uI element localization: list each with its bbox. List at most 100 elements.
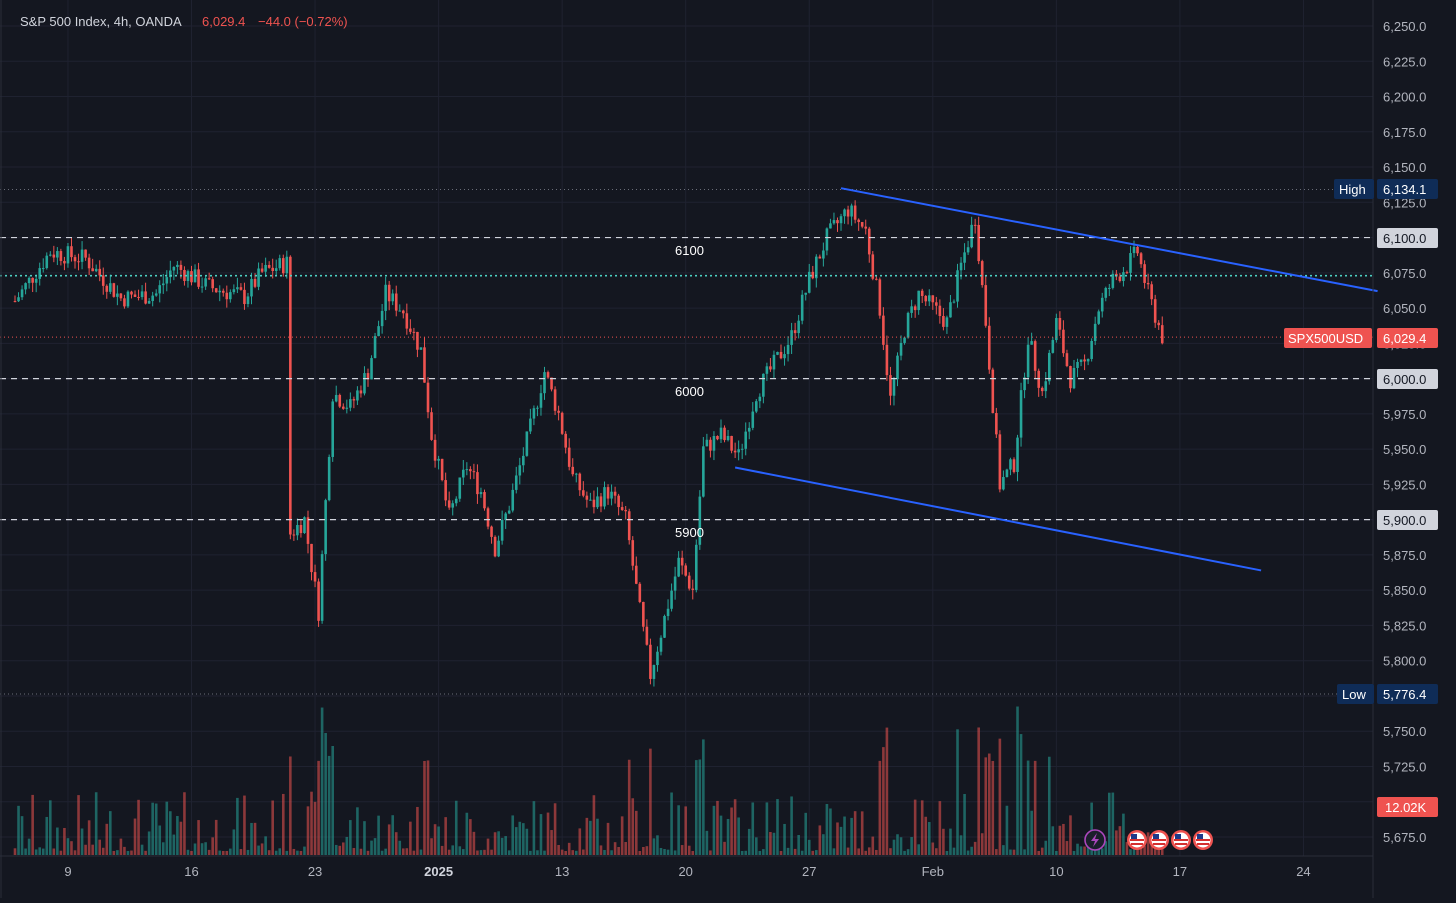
candle-body: [465, 469, 469, 471]
volume-bar: [267, 850, 271, 855]
volume-bar: [698, 759, 702, 855]
candle-body: [786, 344, 790, 355]
volume-bar: [719, 815, 723, 855]
candle-body: [412, 331, 416, 333]
volume-bar: [889, 848, 892, 855]
candle-body: [458, 477, 462, 499]
volume-bar: [913, 799, 917, 855]
time-axis[interactable]: 9 16 23 2025 13 20 27 Feb 10 17 24: [64, 864, 1310, 879]
volume-bar: [476, 850, 479, 855]
volume-bar: [13, 848, 17, 855]
price-tick-label: 6,125.0: [1383, 195, 1426, 210]
us-flag-icon[interactable]: [1149, 830, 1169, 850]
candle-body: [846, 209, 850, 217]
candle-body: [285, 256, 289, 274]
trendline-lower[interactable]: [734, 466, 1262, 572]
volume-bar: [419, 849, 423, 855]
volume-bar: [574, 850, 578, 855]
candle-body: [790, 330, 793, 345]
symbol-header[interactable]: S&P 500 Index, 4h, OANDA 6,029.4 −44.0 (…: [20, 14, 348, 29]
candle-body: [253, 278, 257, 287]
candle-body: [161, 283, 165, 286]
candle-body: [811, 271, 815, 279]
volume-bar: [984, 757, 988, 855]
volume-bar: [543, 850, 546, 855]
candle-body: [920, 290, 924, 296]
candle-body: [94, 268, 98, 272]
volume-value: 12.02K: [1385, 800, 1427, 815]
volume-bar: [832, 848, 836, 855]
volume-bar: [412, 850, 416, 855]
volume-bar: [896, 834, 899, 855]
volume-bar: [147, 831, 151, 855]
candle-body: [409, 328, 412, 332]
us-flag-icon[interactable]: [1193, 830, 1213, 850]
volume-bar: [1083, 846, 1086, 855]
volume-bar: [66, 838, 70, 855]
candle-body: [469, 469, 472, 472]
volume-bar: [126, 851, 130, 855]
economic-event-flags[interactable]: [1127, 830, 1213, 850]
candle-body: [882, 315, 885, 345]
candle-body: [571, 466, 575, 475]
volume-bar: [483, 849, 486, 855]
lightning-icon[interactable]: [1084, 829, 1106, 851]
us-flag-icon[interactable]: [1171, 830, 1191, 850]
volume-bar: [77, 795, 80, 855]
candle-body: [733, 450, 737, 453]
volume-bar: [585, 817, 589, 855]
candle-body: [433, 439, 437, 461]
volume-bar: [935, 848, 938, 855]
candle-body: [363, 373, 366, 394]
volume-bar: [582, 849, 585, 855]
candle-body: [1044, 381, 1048, 392]
candle-body: [303, 517, 306, 534]
candle-body: [818, 256, 822, 259]
candle-body: [956, 270, 959, 302]
candle-body: [867, 228, 871, 255]
volume-bar: [303, 846, 306, 855]
candle-body: [1033, 341, 1037, 371]
volume-bar: [677, 805, 680, 855]
volume-bar: [116, 850, 119, 855]
symbol-title[interactable]: S&P 500 Index, 4h, OANDA: [20, 14, 182, 29]
volume-bar: [670, 792, 673, 855]
candle-body: [1026, 344, 1030, 378]
volume-bar: [310, 791, 313, 855]
volume-bar: [186, 849, 190, 855]
volume-bar: [627, 759, 631, 855]
trendlines[interactable]: [734, 187, 1378, 572]
trendline-upper[interactable]: [840, 187, 1378, 293]
candle-body: [822, 250, 825, 259]
volume-bar: [112, 850, 116, 855]
candle-body: [620, 507, 624, 510]
candle-body: [1136, 246, 1139, 254]
candle-body: [317, 581, 320, 621]
candle-body: [299, 524, 303, 534]
candle-body: [31, 277, 34, 283]
volume-bar: [864, 850, 868, 855]
candle-body: [80, 249, 84, 262]
volume-bar: [733, 799, 737, 855]
candle-body: [627, 511, 631, 541]
volume-bar: [977, 727, 980, 855]
candle-body: [723, 427, 726, 441]
candle-body: [885, 344, 889, 376]
candle-body: [1047, 352, 1051, 382]
us-flag-icon[interactable]: [1127, 830, 1147, 850]
volume-bar: [649, 748, 652, 855]
candle-body: [331, 401, 334, 457]
volume-bar: [1118, 826, 1122, 855]
volume-bar: [680, 845, 684, 855]
candle-body: [176, 264, 179, 267]
candle-body: [606, 487, 610, 499]
candle-body: [310, 543, 313, 573]
symbol-tag-value: 6,029.4: [1383, 331, 1426, 346]
volume-bar: [324, 732, 327, 855]
price-tick-label: 5,825.0: [1383, 618, 1426, 633]
volume-bar: [70, 841, 73, 855]
event-markers[interactable]: [1084, 829, 1213, 851]
volume-bar: [687, 845, 691, 855]
